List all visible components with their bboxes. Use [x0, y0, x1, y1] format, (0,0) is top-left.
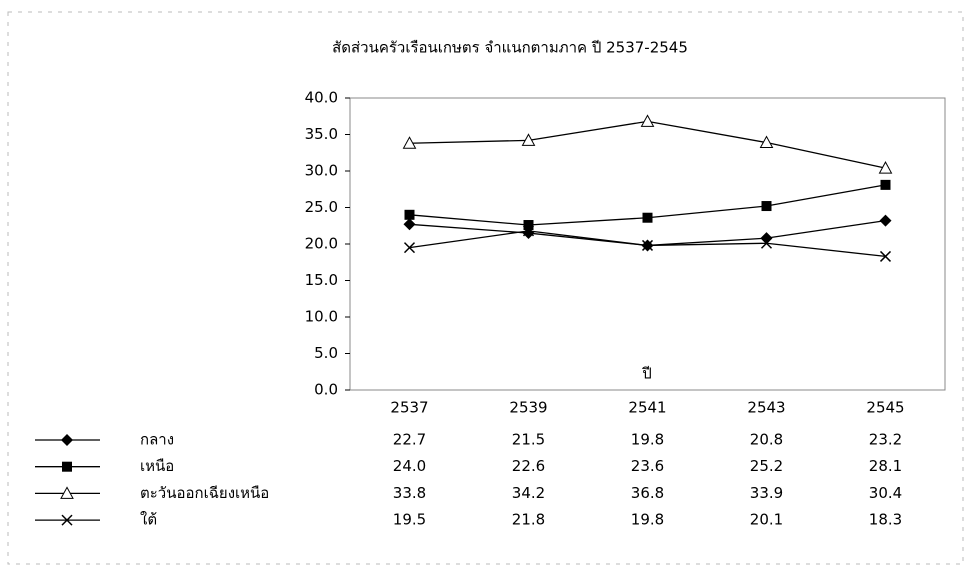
table-value: 30.4	[869, 484, 902, 502]
y-tick-label: 10.0	[305, 308, 338, 326]
y-tick-label: 15.0	[305, 271, 338, 289]
point	[641, 239, 654, 251]
point	[878, 161, 893, 174]
point	[521, 133, 536, 146]
table-value: 25.2	[750, 457, 783, 475]
series-line	[409, 120, 886, 169]
chart-title: สัดส่วนครัวเรือนเกษตร จำแนกตามภาค ปี 253…	[332, 39, 688, 57]
table-value: 28.1	[869, 457, 902, 475]
table-value: 23.2	[869, 431, 902, 449]
x-axis-label: ปี	[641, 365, 651, 383]
point	[642, 212, 653, 223]
point	[404, 209, 415, 220]
table-value: 22.6	[512, 457, 545, 475]
table-value: 23.6	[631, 457, 664, 475]
table-value: 33.8	[393, 484, 426, 502]
point	[523, 220, 534, 231]
point	[640, 114, 655, 127]
table-value: 20.8	[750, 431, 783, 449]
point	[522, 225, 535, 237]
point	[761, 201, 772, 212]
y-tick-label: 5.0	[314, 344, 338, 362]
point	[403, 218, 416, 231]
legend-label: กลาง	[140, 431, 174, 449]
point	[759, 135, 774, 149]
table-value: 24.0	[393, 457, 426, 475]
legend-label: ใต้	[140, 511, 157, 529]
y-tick-label: 40.0	[305, 89, 338, 107]
table-value: 34.2	[512, 484, 545, 502]
table-value: 19.8	[631, 431, 664, 449]
point	[879, 214, 892, 227]
x-tick-label: 2541	[628, 399, 666, 417]
x-tick-label: 2537	[390, 399, 428, 417]
y-tick-label: 0.0	[314, 381, 338, 399]
y-tick-label: 25.0	[305, 198, 338, 216]
x-tick-label: 2543	[747, 399, 785, 417]
table-value: 20.1	[750, 511, 783, 529]
point	[879, 250, 892, 262]
point	[760, 237, 773, 249]
legend-label: ตะวันออกเฉียงเหนือ	[140, 484, 269, 502]
x-tick-label: 2539	[509, 399, 547, 417]
x-tick-label: 2545	[866, 399, 904, 417]
frame	[7, 11, 964, 565]
y-tick-label: 35.0	[305, 125, 338, 143]
table-value: 33.9	[750, 484, 783, 502]
table-value: 19.8	[631, 511, 664, 529]
point	[403, 242, 416, 254]
y-tick-label: 30.0	[305, 162, 338, 180]
legend-marker	[60, 486, 74, 499]
legend-marker	[61, 434, 73, 446]
legend-marker	[61, 514, 73, 526]
table-value: 19.5	[393, 511, 426, 529]
table-value: 22.7	[393, 431, 426, 449]
table-value: 18.3	[869, 511, 902, 529]
table-value: 36.8	[631, 484, 664, 502]
point	[522, 227, 535, 240]
table-value: 21.5	[512, 431, 545, 449]
point	[880, 179, 891, 190]
legend-label: เหนือ	[140, 457, 174, 475]
table-value: 21.8	[512, 511, 545, 529]
y-tick-label: 20.0	[305, 235, 338, 253]
legend-marker	[62, 461, 72, 472]
point	[402, 136, 417, 149]
